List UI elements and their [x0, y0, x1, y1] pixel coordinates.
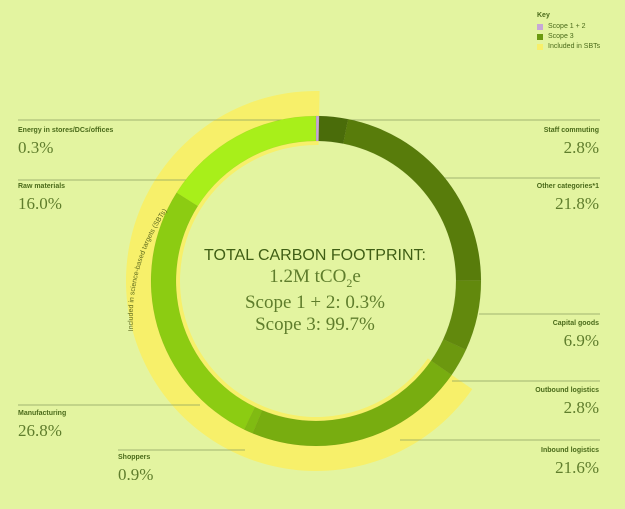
label-capital-goods-pct: 6.9%	[563, 331, 599, 350]
legend-item-sbt: Included in SBTs	[537, 43, 600, 50]
center-scope3: Scope 3: 99.7%	[255, 314, 375, 335]
label-capital-goods-name: Capital goods	[552, 320, 599, 327]
label-inbound-logistics-name: Inbound logistics	[541, 447, 599, 454]
label-energy-pct: 0.3%	[18, 138, 54, 157]
label-staff-commuting: Staff commuting 2.8%	[544, 127, 599, 158]
donut-slice-capital-goods	[442, 279, 482, 351]
center-scope12: Scope 1 + 2: 0.3%	[244, 292, 385, 313]
donut-slice-raw-materials	[176, 115, 317, 207]
label-inbound-logistics: Inbound logistics 21.6%	[541, 447, 599, 478]
label-outbound-logistics: Outbound logistics 2.8%	[535, 387, 599, 418]
legend-label-sbt: Included in SBTs	[548, 43, 601, 50]
legend-swatch-scope12	[537, 23, 543, 30]
donut-slice-manufacturing	[150, 192, 256, 430]
label-manufacturing-name: Manufacturing	[18, 410, 67, 417]
center-total: 1.2M tCO2e	[195, 266, 435, 294]
label-inbound-logistics-pct: 21.6%	[555, 458, 599, 477]
label-other-categories-pct: 21.8%	[555, 194, 599, 213]
chart-legend: Key Scope 1 + 2 Scope 3 Included in SBTs	[537, 12, 600, 53]
label-manufacturing-pct: 26.8%	[18, 421, 62, 440]
center-total-prefix: 1.2M tCO	[269, 266, 347, 287]
label-shoppers: Shoppers 0.9%	[118, 454, 153, 485]
label-raw-materials-pct: 16.0%	[18, 194, 62, 213]
label-shoppers-name: Shoppers	[118, 454, 151, 461]
donut-slice-staff-commuting	[318, 115, 349, 144]
label-outbound-logistics-pct: 2.8%	[563, 398, 599, 417]
legend-label-scope12: Scope 1 + 2	[548, 23, 586, 30]
label-staff-commuting-pct: 2.8%	[563, 138, 599, 157]
label-capital-goods: Capital goods 6.9%	[553, 320, 599, 351]
center-heading: TOTAL CARBON FOOTPRINT:	[204, 247, 426, 264]
legend-swatch-scope3	[537, 33, 543, 40]
label-staff-commuting-name: Staff commuting	[543, 127, 599, 134]
center-total-sub: 2	[346, 275, 353, 290]
label-other-categories-name: Other categories*1	[536, 183, 599, 190]
legend-title: Key	[537, 12, 550, 19]
label-other-categories: Other categories*1 21.8%	[537, 183, 599, 214]
legend-item-scope3: Scope 3	[537, 33, 600, 40]
label-energy: Energy in stores/DCs/offices 0.3%	[18, 127, 113, 158]
center-total-suffix: e	[352, 266, 361, 287]
label-shoppers-pct: 0.9%	[118, 465, 154, 484]
donut-slice-shoppers	[243, 406, 263, 434]
donut-slice-outbound-logistics	[430, 338, 467, 376]
label-raw-materials: Raw materials 16.0%	[18, 183, 65, 214]
label-raw-materials-name: Raw materials	[18, 183, 66, 190]
legend-label-scope3: Scope 3	[548, 33, 574, 40]
legend-swatch-sbt	[537, 43, 543, 50]
label-outbound-logistics-name: Outbound logistics	[535, 387, 599, 394]
donut-slice-energy-in-stores-dcs-offices	[315, 115, 320, 142]
label-energy-name: Energy in stores/DCs/offices	[18, 127, 114, 134]
label-manufacturing: Manufacturing 26.8%	[18, 410, 66, 441]
legend-item-scope12: Scope 1 + 2	[537, 23, 600, 30]
